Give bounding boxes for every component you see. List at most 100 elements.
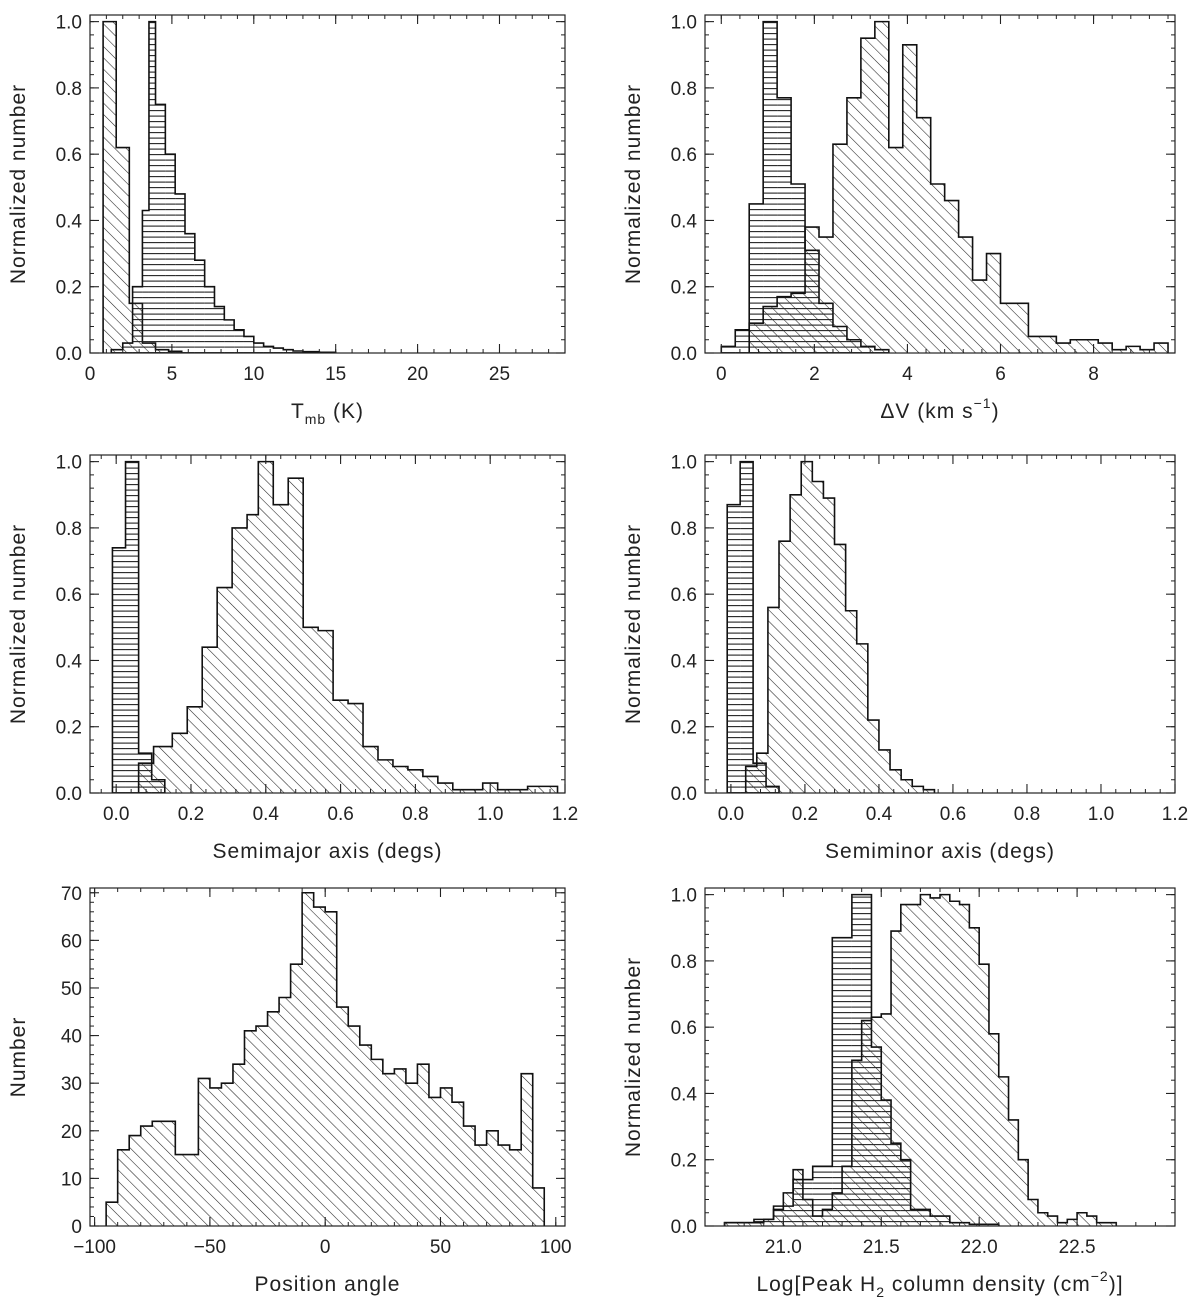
y-tick-label: 0.4: [56, 651, 83, 672]
histogram-bar: [1154, 343, 1169, 353]
histogram-bar: [232, 527, 248, 793]
histogram-bar: [363, 746, 378, 793]
x-axis-label-superscript: −1: [974, 395, 992, 411]
histogram-bar: [851, 1060, 862, 1226]
x-tick-label: 1.2: [552, 804, 578, 825]
histogram-bar: [407, 769, 423, 793]
histogram-bar: [767, 607, 780, 793]
plot-frame: [89, 454, 566, 794]
histogram-bar: [214, 306, 225, 353]
histogram-bar: [860, 38, 875, 353]
histogram-outline-diagonal: [744, 460, 936, 793]
histogram-bar: [779, 541, 791, 793]
histogram-bar: [802, 1199, 813, 1226]
x-tick-label: 0.4: [253, 804, 280, 825]
histogram-bar: [735, 329, 750, 353]
bars-group: [102, 20, 337, 353]
histogram-bar: [793, 1169, 803, 1226]
histogram-outline-horizontal: [110, 20, 337, 353]
histogram-bar: [302, 892, 314, 1226]
y-axis-label: Normalized number: [7, 524, 30, 724]
histogram-bar: [163, 1121, 176, 1226]
histogram-bar: [318, 630, 334, 793]
histogram-bar: [273, 504, 289, 793]
y-tick-label: 60: [61, 931, 82, 952]
histogram-bar: [867, 720, 879, 793]
histogram-panel-2: 0 2 4 6 8 0.0 0.2 0.4 0.6 0.8 1.0 Normalized number…: [622, 13, 1176, 423]
histogram-bar: [998, 1076, 1009, 1226]
histogram-bar: [394, 1068, 406, 1226]
histogram-outline-diagonal: [748, 20, 1169, 353]
histogram-bar: [969, 927, 980, 1226]
x-tick-label: 50: [430, 1237, 451, 1258]
y-tick-label: 50: [61, 979, 82, 1000]
histogram-bar: [845, 610, 857, 793]
histogram-bar: [819, 237, 833, 353]
histogram-bar: [763, 306, 778, 353]
bars-group: [111, 460, 559, 793]
histogram-bar: [333, 700, 349, 793]
histogram-panel-1: 0 5 10 15 20 25 0.0 0.2 0.4 0.6 0.8 1.0 Normalized n…: [7, 13, 566, 427]
histogram-bar: [812, 1216, 823, 1226]
histogram-bar: [1018, 1159, 1029, 1226]
histogram-bar: [949, 901, 960, 1226]
x-tick-label: 0: [716, 364, 727, 385]
x-axis-label: Log[Peak H2 column density (cm−2)]: [756, 1268, 1123, 1300]
x-tick-label: 15: [325, 364, 346, 385]
x-axis-label-superscript: −2: [1091, 1268, 1109, 1284]
y-tick-label: 0.0: [671, 784, 697, 805]
histogram-bar: [790, 494, 802, 793]
x-tick-label: 0.0: [718, 804, 744, 825]
histogram-bar: [902, 44, 917, 353]
histogram-bar: [1112, 349, 1127, 353]
histogram-bar: [878, 749, 891, 793]
bars-group: [720, 20, 1169, 353]
x-tick-label: 0.6: [327, 804, 353, 825]
histogram-bar: [290, 964, 303, 1226]
y-tick-label: 10: [61, 1169, 82, 1190]
plot-frame: [704, 14, 1176, 354]
histogram-bar: [103, 21, 117, 353]
histogram-bar: [186, 1154, 199, 1226]
histogram-bar: [405, 1083, 418, 1226]
x-axis-label-text: Log[Peak H: [756, 1273, 876, 1296]
histogram-bar: [153, 746, 173, 793]
y-tick-label: 70: [61, 884, 82, 905]
x-axis-label: Semiminor axis (degs): [825, 840, 1055, 863]
histogram-bar: [944, 200, 959, 353]
histogram-bar: [791, 293, 806, 353]
histogram-bar: [1126, 346, 1141, 353]
y-tick-label: 0.2: [671, 278, 697, 299]
histogram-bar: [267, 1011, 280, 1226]
histogram-bar: [263, 346, 274, 353]
x-axis-label-tail: ): [992, 400, 1000, 423]
y-tick-label: 0.8: [671, 79, 697, 100]
histogram-bar: [258, 461, 274, 793]
y-tick-label: 0.0: [56, 344, 82, 365]
histogram-bar: [132, 286, 143, 353]
histogram-bar: [777, 97, 792, 353]
x-tick-label: 1.0: [1088, 804, 1114, 825]
histogram-bar: [1086, 1216, 1097, 1226]
histogram-bar: [891, 931, 901, 1226]
histogram-bar: [129, 1135, 141, 1226]
y-axis-label: Normalized number: [622, 957, 645, 1157]
y-tick-label: 0.6: [56, 585, 82, 606]
histogram-bar: [805, 227, 820, 353]
histogram-bar: [359, 1045, 372, 1226]
histogram-bar: [812, 481, 824, 793]
y-tick-label: 0.6: [671, 145, 697, 166]
histogram-bar: [724, 1222, 745, 1226]
x-tick-label: 0.8: [402, 804, 428, 825]
histogram-bar: [303, 627, 319, 793]
x-axis-label-text: Position angle: [255, 1273, 401, 1296]
x-tick-label: 4: [902, 364, 913, 385]
histogram-outline-diagonal: [137, 460, 559, 793]
histogram-bar: [232, 1064, 245, 1226]
histogram-bar: [336, 1007, 349, 1226]
y-tick-label: 1.0: [671, 886, 697, 907]
x-axis-label-subscript: 2: [876, 1284, 885, 1300]
y-tick-label: 0.8: [56, 79, 82, 100]
histogram-bar: [198, 1078, 210, 1226]
histogram-bar: [122, 343, 133, 353]
